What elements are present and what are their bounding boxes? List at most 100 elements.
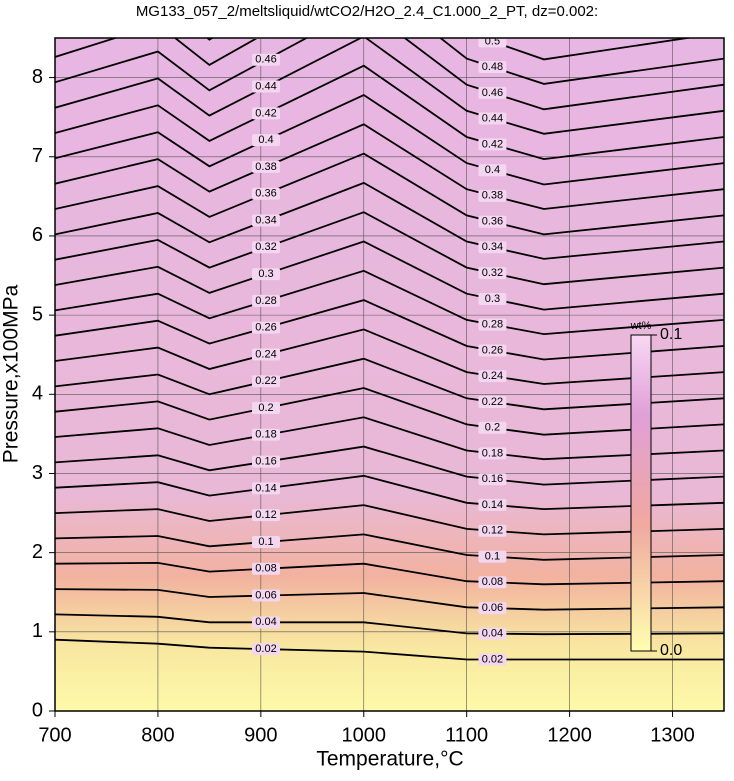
contour-label: 0.5 [485,35,500,47]
contour-label: 0.32 [482,267,503,279]
contour-label: 0.22 [255,375,276,387]
contour-label: 0.36 [482,216,503,228]
contour-label: 0.36 [255,188,276,200]
contour-label-bg [251,482,280,495]
x-tick-label: 1200 [547,724,592,746]
contour-line [55,240,724,311]
contour-line [55,638,724,661]
y-tick-label: 2 [32,541,43,563]
contour-label-bg [478,61,507,74]
contour-label-bg [478,241,507,254]
contour-label: 0.48 [482,61,503,73]
contour-label-bg [251,294,280,307]
contour-label-bg [251,509,280,522]
contour-label-bg [251,562,280,575]
contour-line [55,387,724,436]
contour-label: 0.4 [485,164,500,176]
contour-label: 0.2 [258,402,273,414]
plot-frame [54,37,725,712]
y-tick-label: 7 [32,145,43,167]
chart-title: MG133_057_2/meltsliquid/wtCO2/H2O_2.4_C1… [136,3,598,20]
contour-line [55,504,724,536]
contour-label: 0.34 [482,241,503,253]
y-tick-label: 1 [32,620,43,642]
contour-label: 0.3 [485,293,500,305]
contour-label-bg [478,267,507,280]
contour-line [55,445,724,486]
contour-label-bg [478,550,507,563]
contour-line [55,38,724,135]
colorbar-tick-label: 0.0 [660,642,682,659]
contour-label: 0.38 [255,161,276,173]
contour-label-bg [478,370,507,383]
contour-label-bg [478,576,507,589]
x-tick-label: 800 [141,724,174,746]
y-tick-label: 6 [32,224,43,246]
contour-label-bg [252,38,280,39]
x-tick-label: 1100 [445,724,488,746]
contour-label: 0.04 [255,616,276,628]
contour-label: 0.46 [255,54,276,66]
contour-label: 0.38 [482,190,503,202]
contour-line [55,38,724,85]
contour-line [55,613,724,636]
contour-line [55,561,724,586]
y-axis-label: Pressure,x100MPa [0,284,23,463]
contour-label: 0.32 [255,241,276,253]
contour-label: 0.22 [482,396,503,408]
contour-line [55,588,724,611]
contour-line [55,299,724,361]
contour-label: 0.1 [258,536,273,548]
contour-label-bg [478,653,507,666]
contour-line [55,533,724,561]
contour-label: 0.46 [482,87,503,99]
contour-label: 0.18 [255,429,276,441]
colorbar [630,334,652,652]
contour-label: 0.18 [482,447,503,459]
contour-label-bg [251,535,280,548]
contour-label: 0.06 [255,589,276,601]
y-tick-label: 4 [32,383,43,405]
contour-label: 0.44 [482,112,503,124]
contour-label-bg [478,344,507,357]
contour-label: 0.42 [255,107,276,119]
x-tick-label: 1000 [342,724,387,746]
contour-label-bg [478,421,507,434]
contour-label-bg [478,602,507,615]
contour-label-bg [251,80,280,93]
contour-label-bg [478,473,507,486]
colorbar-label: wt% [630,320,652,332]
contour-label-bg [478,395,507,408]
contour-label: 0.24 [255,348,276,360]
contour-label-bg [478,138,507,151]
contour-label-bg [251,107,280,120]
colorbar-tick-label: 0.1 [660,326,682,343]
contour-label-bg [251,455,280,468]
contour-label-bg [251,643,280,656]
contour-label-bg [251,375,280,388]
contour-line [55,38,724,111]
contour-label-bg [478,86,507,99]
contour-line [55,181,724,260]
contour-label: 0.2 [485,422,500,434]
contour-label: 0.24 [482,370,503,382]
contour-line [55,93,724,186]
contour-line [55,152,724,236]
contour-label-bg [478,318,507,331]
contour-label: 0.06 [482,602,503,614]
contour-line [55,474,724,511]
contour-line [55,357,724,411]
contour-label: 0.4 [258,134,273,146]
contour-label-bg [478,189,507,202]
y-tick-label: 8 [32,66,43,88]
contour-line [55,269,724,336]
contour-label: 0.16 [482,473,503,485]
contour-label-bg [251,214,280,227]
x-tick-label: 700 [38,724,71,746]
x-tick-label: 1300 [650,724,695,746]
contour-line [55,328,724,385]
contour-label: 0.14 [482,499,503,511]
contour-line [206,38,694,61]
contour-label-bg [251,53,280,66]
